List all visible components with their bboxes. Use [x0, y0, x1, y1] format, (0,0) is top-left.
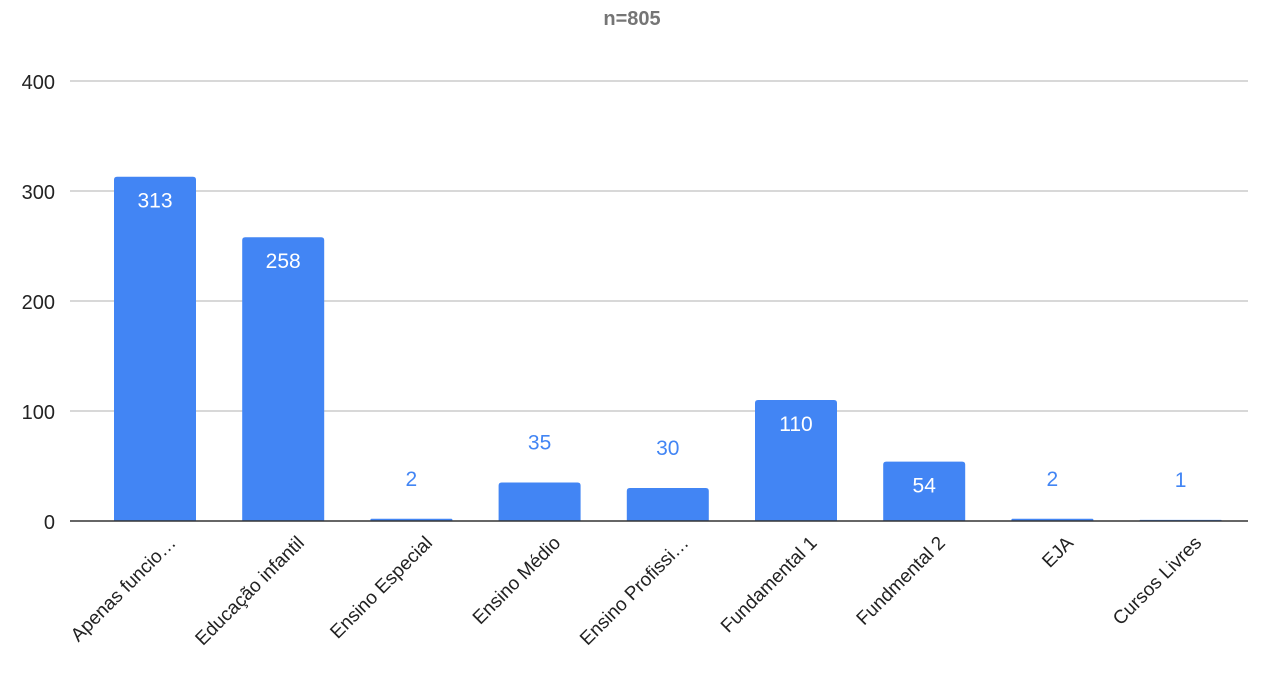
x-tick-label: Ensino Profissi… [576, 533, 693, 650]
data-label: 30 [656, 437, 679, 460]
y-tick-label: 200 [22, 292, 55, 314]
x-axis-tick-labels: Apenas funcio… Educação infantil Ensino Es… [67, 532, 1206, 649]
x-tick-label: Cursos Livres [1109, 533, 1206, 630]
x-tick-label: EJA [1038, 532, 1078, 572]
y-tick-label: 400 [22, 72, 55, 94]
data-label: 54 [913, 475, 937, 498]
chart-title: n=805 [603, 8, 661, 30]
bar [626, 488, 709, 521]
x-tick-label: Fundamental 1 [717, 533, 821, 637]
data-labels: 313 258 2 35 30 110 54 2 1 [137, 190, 1186, 498]
y-axis-tick-labels: 0 100 200 300 400 [22, 72, 55, 534]
y-tick-label: 100 [22, 402, 55, 424]
y-tick-label: 0 [44, 512, 55, 534]
bar [498, 482, 581, 521]
y-tick-label: 300 [22, 182, 55, 204]
data-label: 1 [1175, 469, 1187, 492]
x-tick-label: Fundmental 2 [853, 533, 950, 630]
x-tick-label: Ensino Médio [469, 533, 565, 629]
data-label: 35 [528, 432, 551, 455]
bar [755, 400, 837, 521]
data-label: 2 [406, 468, 418, 491]
bars [114, 176, 1222, 521]
bar [883, 461, 966, 521]
x-tick-label: Ensino Especial [326, 533, 436, 643]
data-label: 110 [779, 413, 812, 436]
bar [242, 237, 325, 521]
data-label: 313 [137, 190, 172, 213]
data-label: 258 [266, 250, 301, 273]
bar [114, 176, 196, 521]
x-tick-label: Educação infantil [192, 533, 309, 650]
data-label: 2 [1047, 468, 1059, 491]
x-tick-label: Apenas funcio… [67, 533, 180, 646]
